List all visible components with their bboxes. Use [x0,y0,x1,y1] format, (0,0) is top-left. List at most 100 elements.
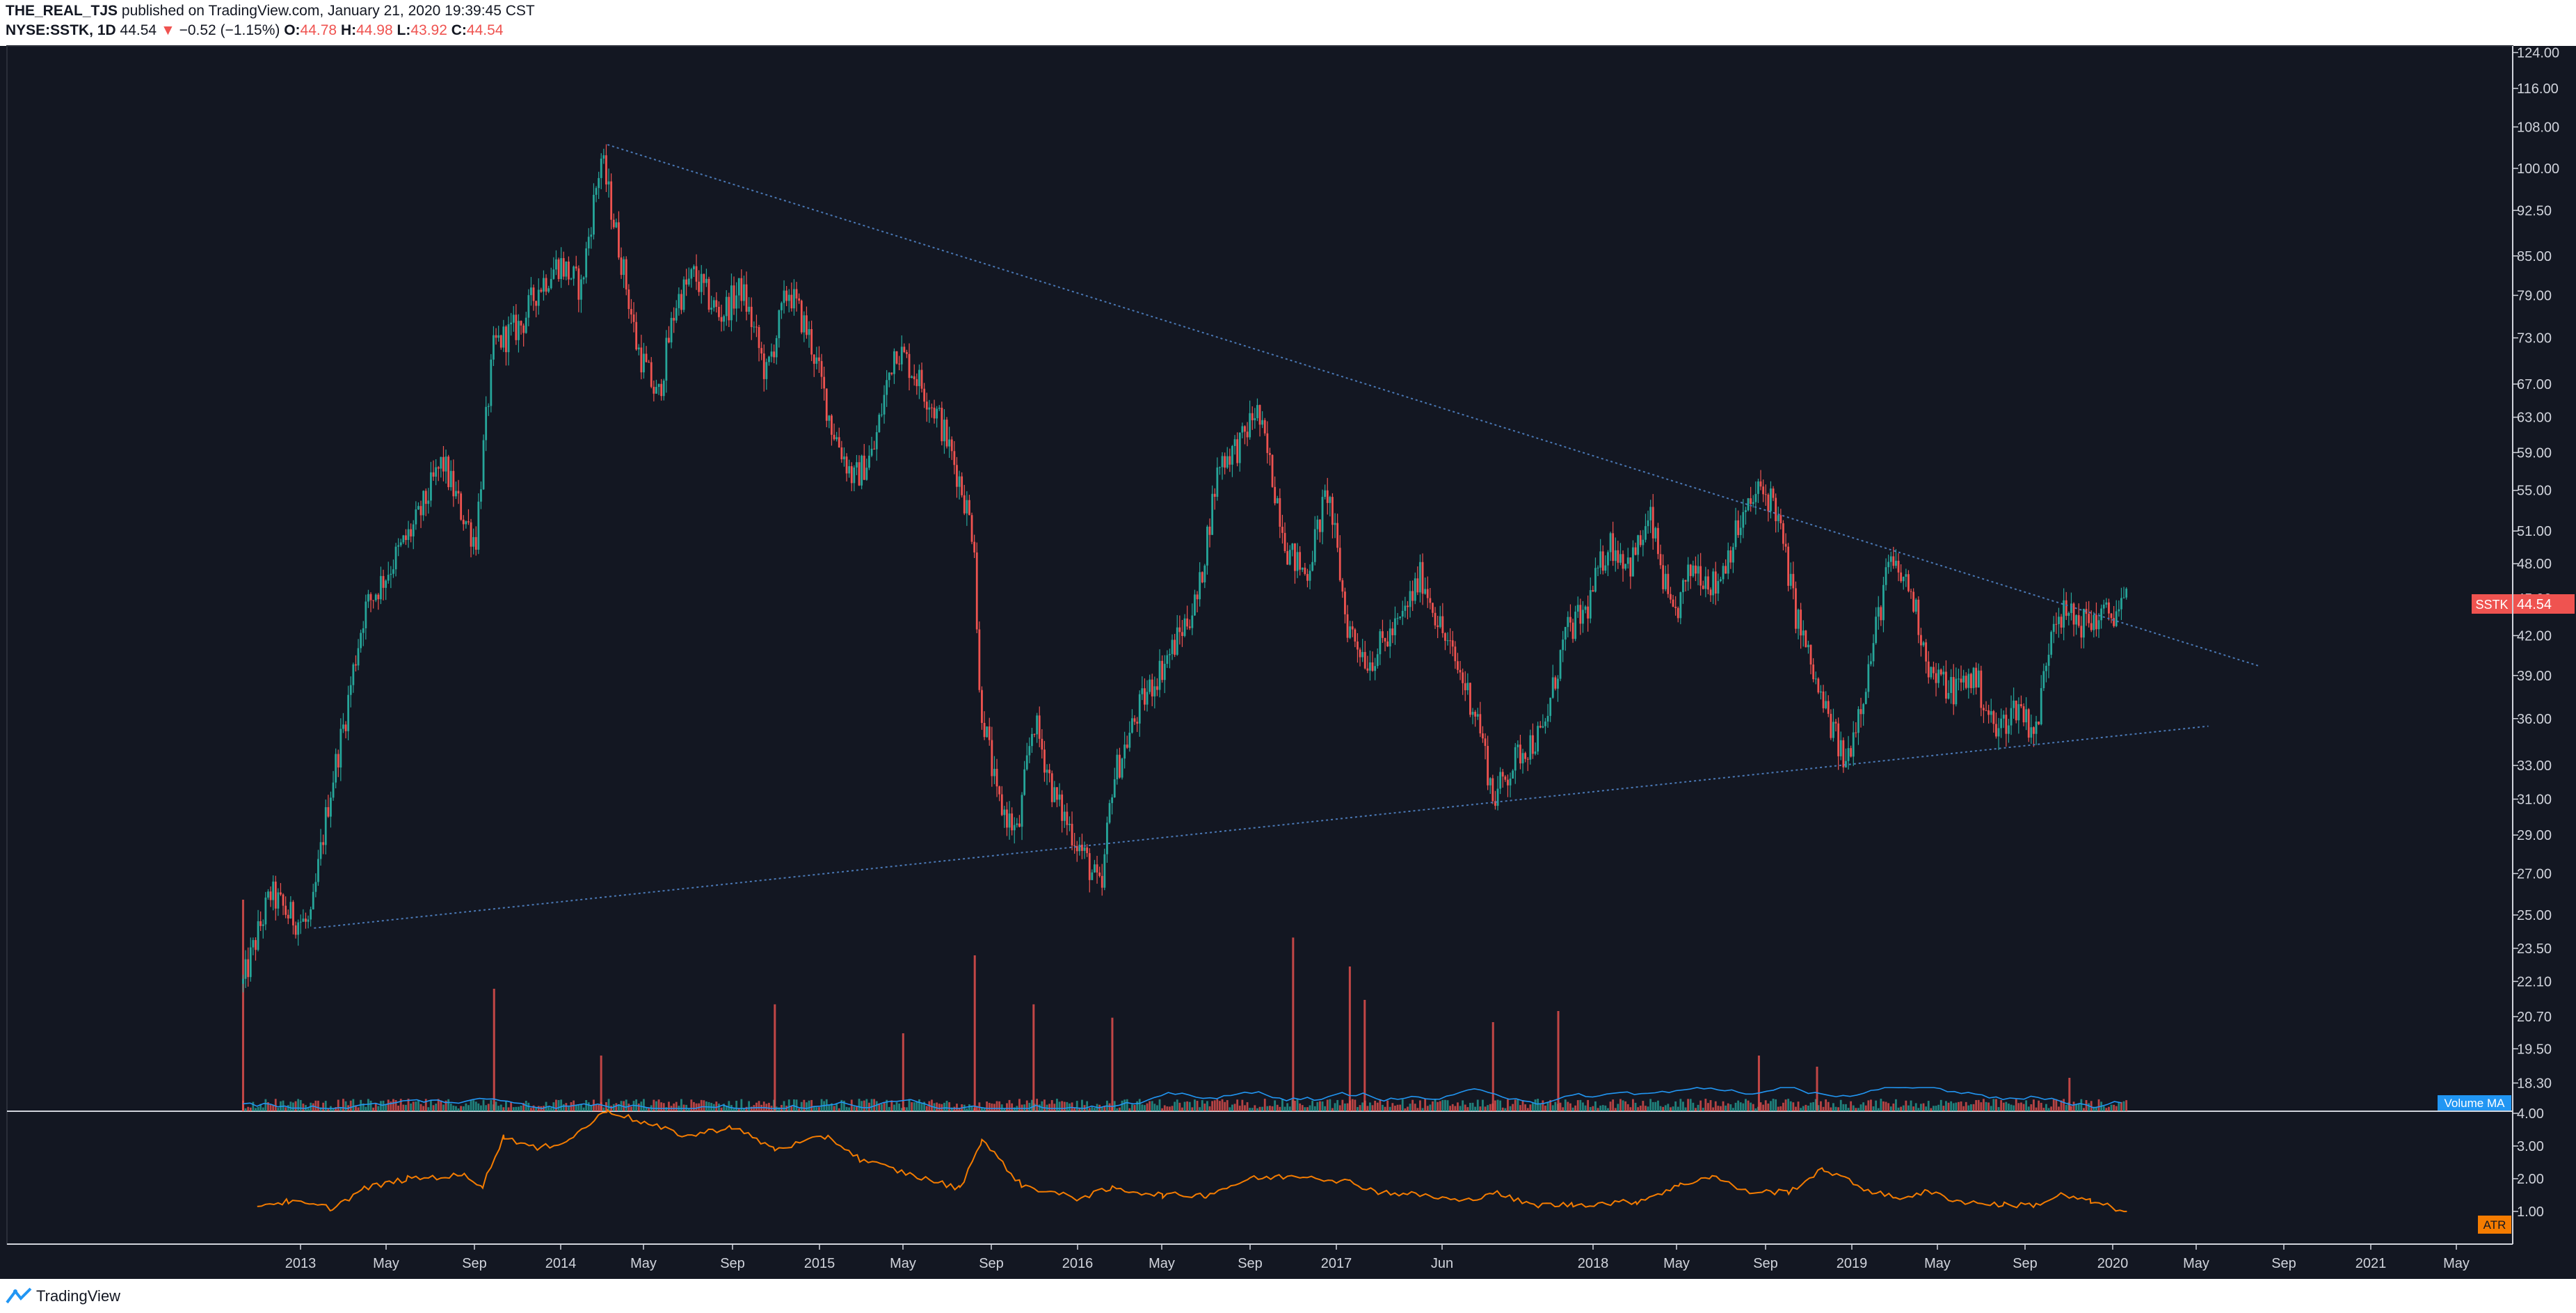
volume-bar [1832,1103,1834,1111]
volume-bar [787,1099,790,1111]
price-candle [540,289,543,292]
volume-bar [2005,1101,2008,1111]
price-candle [1689,564,1692,576]
price-candle [1582,610,1584,624]
price-candle [1902,576,1905,582]
price-candle [2088,614,2090,623]
volume-bar [267,1102,269,1111]
price-candle [1564,627,1567,640]
author-name[interactable]: THE_REAL_TJS [6,3,118,19]
price-candle [1589,590,1592,619]
price-candle [317,859,319,882]
price-axis[interactable]: 124.00116.00108.00100.0092.5085.0079.007… [2513,46,2559,1092]
volume-bar [1487,1105,1489,1111]
volume-bar [1564,1099,1567,1111]
price-candle [575,266,577,269]
price-candle [1069,823,1071,825]
last-price-tag [2513,594,2575,614]
price-candle [1677,607,1679,619]
price-candle [462,519,465,525]
trendlines[interactable] [314,143,2259,929]
atr-tag [2478,1216,2511,1234]
price-candle [1837,723,1840,756]
volume-bar [1366,1106,1369,1111]
price-candle [1757,481,1759,494]
chart-canvas[interactable]: 124.00116.00108.00100.0092.5085.0079.007… [0,0,2576,1279]
price-candle [297,922,300,935]
volume-bar [868,1102,870,1111]
price-candle [1299,552,1302,570]
price-candle [1444,632,1446,641]
volume-bar [1584,1105,1587,1111]
volume-bar [577,1104,580,1111]
time-axis[interactable]: 2013 May Sep 2014 May Sep 2015 May Sep 2016 May Sep… [285,1244,2470,1271]
price-candle [332,782,335,798]
volume-bar [1231,1104,1233,1111]
volume-bar [362,1103,365,1111]
low-label: L: [397,22,411,38]
volume-bar [1419,1100,1421,1111]
footer: TradingView [0,1279,2576,1313]
volume-bar [1401,1099,1404,1111]
price-candle [512,315,515,323]
tradingview-brand[interactable]: TradingView [36,1287,121,1305]
volume-bar [582,1107,585,1111]
volume-bar [1489,1104,1491,1111]
price-candle [1725,566,1727,574]
volume-bar [552,1102,555,1111]
price-candle [928,407,931,410]
price-candle [1341,580,1344,592]
price-candle [372,600,375,601]
volume-bar [1386,1100,1389,1111]
volume-bar [495,1101,497,1111]
tradingview-logo-icon[interactable] [6,1286,32,1305]
volume-bar [1444,1099,1446,1111]
price-candle [1672,599,1674,607]
price-candle [1136,722,1139,724]
price-candle [950,439,953,452]
volume-bar [1737,1100,1740,1111]
volume-bar [1201,1100,1203,1111]
volume-bar [648,1107,650,1111]
price-candle [1897,560,1900,573]
volume-bar [1549,1099,1552,1111]
time-tick-label: May [1924,1256,1951,1271]
atr-axis[interactable]: 4.003.002.001.00 [2513,1106,2544,1220]
price-candle [2013,700,2015,708]
volume-bar [417,1099,419,1111]
volume-bar [1439,1101,1441,1111]
price-candle [1121,758,1123,778]
volume-bar [532,1105,535,1111]
volume-bar [1872,1106,1875,1111]
volume-bar [520,1105,522,1111]
price-candle [1023,769,1026,795]
price-candle [525,317,527,333]
price-candle [886,380,888,395]
price-candle [1349,626,1352,638]
price-candle [1306,573,1309,581]
price-candle [1524,753,1527,759]
volume-bar [590,1106,593,1111]
price-candle [1086,847,1089,854]
price-candle [2083,609,2085,638]
price-candle [861,455,863,486]
volume-bar [886,1099,888,1111]
open-label: O: [284,22,301,38]
price-candle [1639,535,1642,546]
volume-bar [1336,1099,1339,1111]
volume-bar [1056,1099,1058,1111]
volume-bar [1086,1101,1089,1111]
price-candle [2110,613,2113,619]
price-candle [1889,556,1892,562]
symbol-label[interactable]: NYSE:SSTK, 1D [6,22,116,38]
price-candle [1258,405,1261,425]
price-candle [382,575,385,588]
volume-bar [1659,1106,1662,1111]
volume-bar [1639,1106,1642,1111]
price-candle [1975,667,1978,688]
volume-bar [510,1102,513,1111]
volume-bar [991,1103,993,1111]
volume-bar [1937,1104,1940,1111]
price-candle [1877,607,1880,617]
volume-bar [1745,1099,1747,1111]
